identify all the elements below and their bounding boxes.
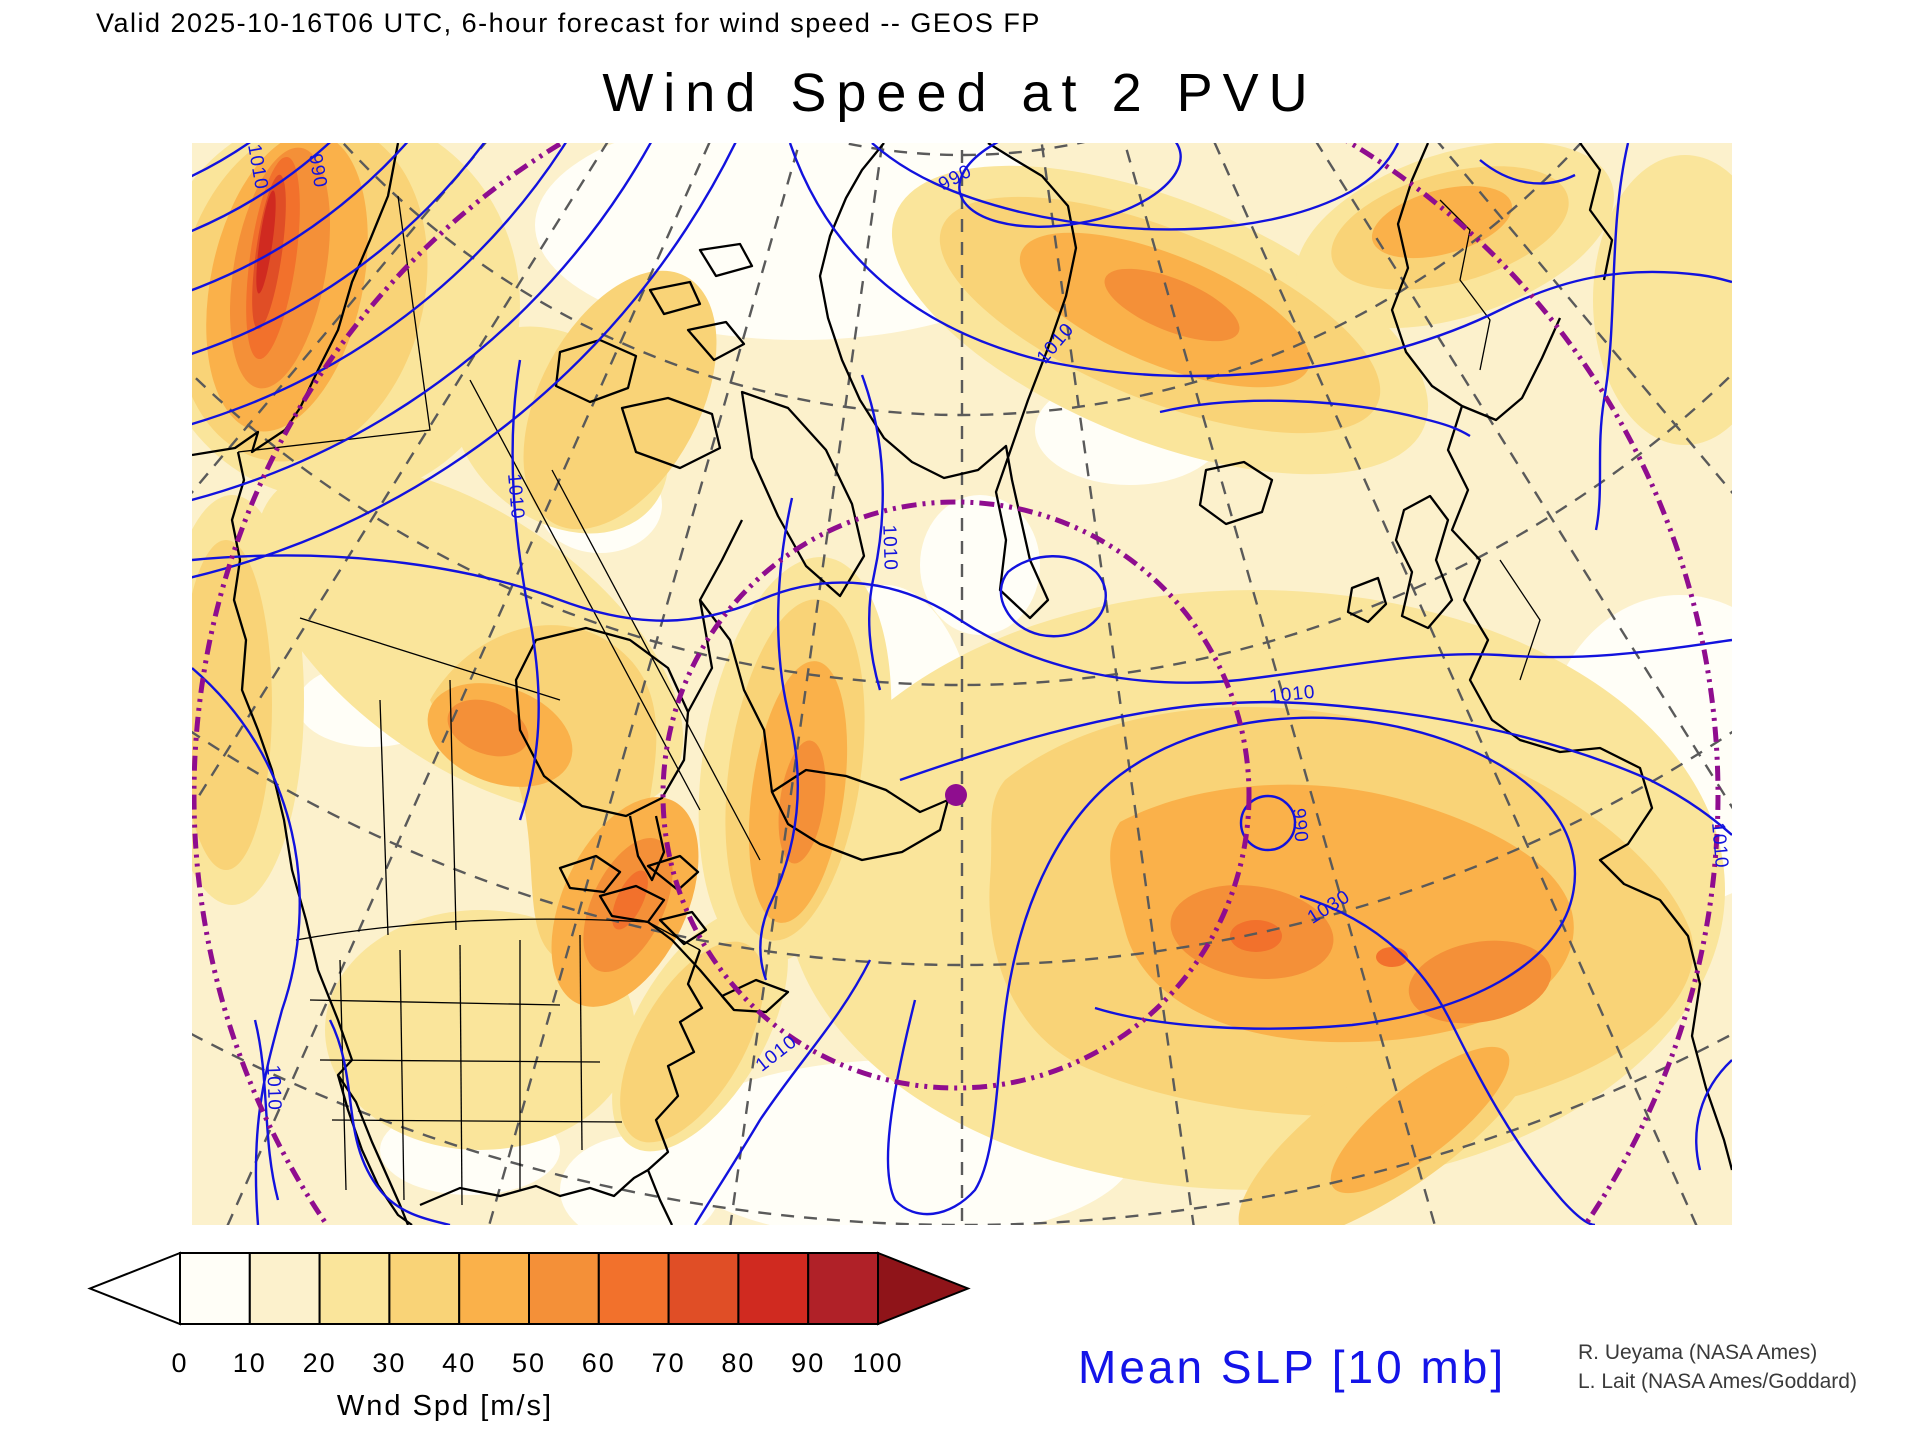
slp-contour-label: 1010 [878, 524, 901, 571]
colorbar-cell [528, 1252, 600, 1325]
colorbar-cell [667, 1252, 740, 1325]
colorbar-cell [179, 1252, 251, 1325]
colorbar-tick: 90 [791, 1348, 825, 1378]
windspeed-shading-80 [256, 190, 276, 294]
credit-line-1: R. Ueyama (NASA Ames) [1578, 1341, 1818, 1364]
slp-contour-label: 1010 [262, 1064, 285, 1111]
colorbar-cell [737, 1252, 810, 1325]
slp-contour-label: 1010 [503, 473, 528, 521]
colorbar-tick: 0 [171, 1348, 188, 1378]
credits: R. Ueyama (NASA Ames) L. Lait (NASA Ames… [1578, 1338, 1857, 1396]
colorbar-cell [318, 1252, 391, 1325]
colorbar-tick: 100 [852, 1348, 903, 1378]
colorbar-ticks: 0 10 20 30 40 50 60 70 80 90 100 [171, 1348, 903, 1378]
colorbar-tick: 50 [512, 1348, 546, 1378]
colorbar-tick: 30 [372, 1348, 406, 1378]
slp-legend-text: Mean SLP [10 mb] [1078, 1341, 1507, 1393]
plot-title: Wind Speed at 2 PVU [602, 63, 1318, 123]
colorbar-tick: 10 [233, 1348, 267, 1378]
slp-legend: Mean SLP [10 mb] [1078, 1340, 1506, 1394]
colorbar-cell [597, 1252, 670, 1325]
colorbar: 0 10 20 30 40 50 60 70 80 90 100 Wnd Spd [m/s] [87, 1251, 971, 1422]
colorbar-cell [388, 1252, 461, 1325]
colorbar-over-arrow [877, 1251, 971, 1326]
colorbar-cell [458, 1252, 531, 1325]
colorbar-label: Wnd Spd [m/s] [337, 1390, 553, 1422]
colorbar-under-arrow [87, 1251, 181, 1326]
station-marker [945, 784, 967, 806]
valid-time-line: Valid 2025-10-16T06 UTC, 6-hour forecast… [96, 8, 1041, 38]
colorbar-tick: 70 [652, 1348, 686, 1378]
credit-line-2: L. Lait (NASA Ames/Goddard) [1578, 1370, 1857, 1393]
state-borders [237, 195, 1541, 1206]
slp-contour-label: 1010 [1707, 822, 1732, 870]
colorbar-tick: 80 [721, 1348, 755, 1378]
colorbar-tick: 60 [582, 1348, 616, 1378]
slp-contours [192, 143, 1732, 1225]
coastlines [192, 143, 1732, 1225]
slp-contour-label: 1010 [1268, 682, 1316, 708]
slp-contour-label: 990 [1288, 807, 1312, 843]
colorbar-cell [807, 1252, 880, 1325]
colorbar-tick: 40 [442, 1348, 476, 1378]
colorbar-cell [248, 1252, 321, 1325]
colorbar-tick: 20 [303, 1348, 337, 1378]
range-rings [192, 143, 1721, 1225]
